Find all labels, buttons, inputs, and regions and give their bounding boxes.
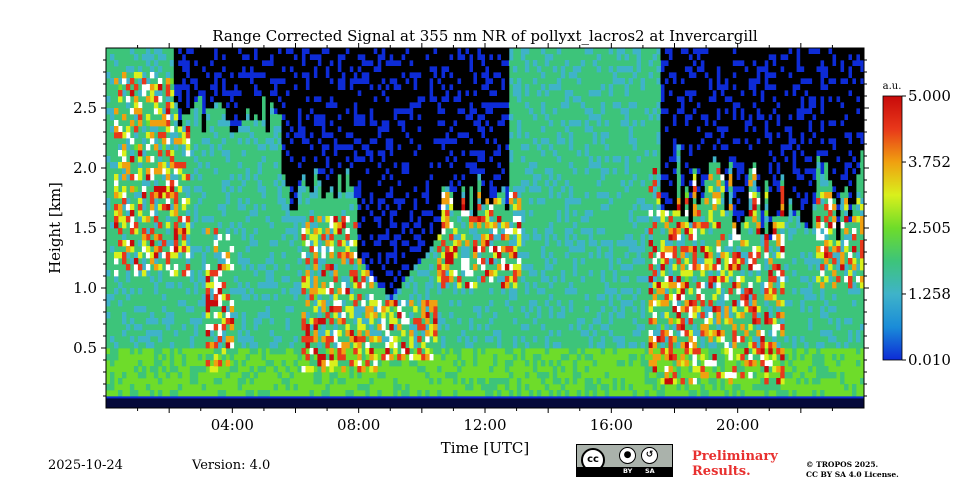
colorbar-scale xyxy=(882,95,903,361)
y-tick-label: 2.0 xyxy=(73,159,97,177)
share-alike-icon: ↺ xyxy=(641,447,658,464)
colorbar: a.u. 0.010 1.258 2.505 3.752 5.000 xyxy=(882,81,951,369)
x-tick-label: 08:00 xyxy=(337,416,380,434)
colorbar-tick-label: 1.258 xyxy=(908,285,951,303)
y-tick-label: 1.5 xyxy=(73,219,97,237)
y-tick-label: 1.0 xyxy=(73,279,97,297)
copyright-line-2: CC BY SA 4.0 License. xyxy=(806,470,899,479)
plot-area xyxy=(106,48,865,409)
x-tick-label: 20:00 xyxy=(716,416,759,434)
badge-strip xyxy=(577,467,672,476)
badge-sa-label: SA xyxy=(645,467,655,475)
heatmap-cells xyxy=(173,48,865,295)
colorbar-tick-label: 5.000 xyxy=(908,87,951,105)
chart-title: Range Corrected Signal at 355 nm NR of p… xyxy=(212,27,758,45)
x-axis-label: Time [UTC] xyxy=(441,439,530,457)
preliminary-line-1: Preliminary xyxy=(692,449,778,464)
surface-layer xyxy=(106,398,864,408)
heatmap-cells xyxy=(114,72,865,385)
y-tick-label: 2.5 xyxy=(73,99,97,117)
footer-date: 2025-10-24 xyxy=(48,458,123,473)
colorbar-tick-label: 3.752 xyxy=(908,153,951,171)
x-tick-label: 16:00 xyxy=(590,416,633,434)
axes: 04:00 08:00 12:00 16:00 20:00 0.5 1.0 1.5 2.0 2.5 xyxy=(73,43,869,434)
footer-version: Version: 4.0 xyxy=(192,458,271,473)
x-tick-label: 12:00 xyxy=(463,416,506,434)
y-axis-label: Height [km] xyxy=(46,182,64,274)
cc-license-badge: cc ● ↺ BY SA xyxy=(576,444,673,477)
badge-by-label: BY xyxy=(623,467,633,475)
colorbar-unit: a.u. xyxy=(883,81,902,92)
colorbar-tick-label: 2.505 xyxy=(908,219,951,237)
colorbar-tick-label: 0.010 xyxy=(908,351,951,369)
attribution-icon: ● xyxy=(619,447,636,464)
copyright-note: © TROPOS 2025. CC BY SA 4.0 License. xyxy=(806,460,899,480)
x-tick-label: 04:00 xyxy=(211,416,254,434)
copyright-line-1: © TROPOS 2025. xyxy=(806,460,879,469)
preliminary-line-2: Results. xyxy=(692,464,751,479)
preliminary-note: Preliminary Results. xyxy=(692,449,778,479)
y-tick-label: 0.5 xyxy=(73,339,97,357)
